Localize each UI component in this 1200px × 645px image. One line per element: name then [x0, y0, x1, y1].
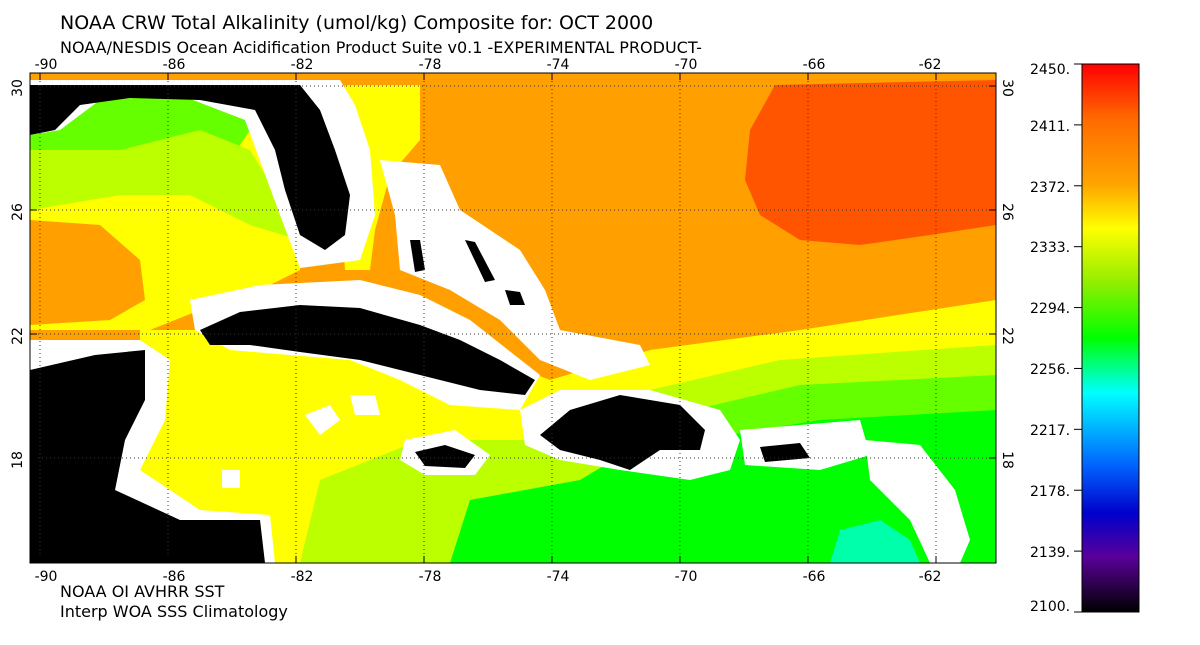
- lon-tick-bottom: -82: [291, 569, 314, 585]
- colorbar-label: 2372.: [1030, 180, 1071, 196]
- colorbar-label: 2139.: [1030, 545, 1071, 561]
- lat-tick-left: 18: [10, 451, 26, 469]
- lat-tick-left: 22: [10, 327, 26, 345]
- lon-tick-bottom: -78: [419, 569, 442, 585]
- lon-tick-bottom: -90: [35, 569, 58, 585]
- colorbar-label: 2450.: [1030, 62, 1071, 78]
- lat-tick-left: 30: [10, 79, 26, 97]
- map-frame: [29, 72, 997, 564]
- colorbar-label: 2178.: [1030, 484, 1071, 500]
- land-bahamas-1: [410, 240, 425, 272]
- map-field: [30, 73, 996, 563]
- land-yucatan: [30, 350, 265, 563]
- graticule: [30, 73, 996, 563]
- land-hispaniola: [540, 395, 705, 470]
- mask-islet-a: [305, 405, 340, 435]
- land-bahamas-2: [465, 240, 495, 282]
- footer-source-sss: Interp WOA SSS Climatology: [60, 602, 288, 621]
- colorbar: [1081, 63, 1140, 613]
- lat-tick-right: 22: [999, 327, 1015, 345]
- colorbar-label: 2333.: [1030, 240, 1071, 256]
- land-bahamas-3: [505, 290, 525, 305]
- lon-tick-top: -90: [35, 57, 58, 73]
- field-orange-gulfwest: [30, 220, 145, 325]
- lon-tick-top: -74: [547, 57, 570, 73]
- lat-tick-right: 26: [999, 203, 1015, 221]
- lon-tick-top: -78: [419, 57, 442, 73]
- colorbar-label: 2294.: [1030, 301, 1071, 317]
- lon-tick-top: -82: [291, 57, 314, 73]
- lon-tick-top: -62: [919, 57, 942, 73]
- lon-tick-bottom: -62: [919, 569, 942, 585]
- colorbar-label: 2100.: [1030, 599, 1071, 615]
- lat-tick-right: 30: [999, 79, 1015, 97]
- field-yellowgreen-nw: [30, 130, 300, 240]
- colorbar-label: 2411.: [1030, 119, 1071, 135]
- axis-ticks: [30, 73, 996, 563]
- mask-lesser-antilles: [865, 440, 970, 563]
- field-high-ne: [745, 80, 996, 245]
- lon-tick-bottom: -66: [803, 569, 826, 585]
- lon-tick-top: -70: [675, 57, 698, 73]
- lon-tick-bottom: -86: [163, 569, 186, 585]
- lon-tick-top: -66: [803, 57, 826, 73]
- lat-tick-left: 26: [10, 203, 26, 221]
- land-jamaica: [415, 445, 475, 468]
- land: [30, 85, 810, 563]
- land-florida: [30, 85, 350, 250]
- lon-tick-bottom: -74: [547, 569, 570, 585]
- land-puertorico: [760, 443, 810, 462]
- colorbar-label: 2217.: [1030, 423, 1071, 439]
- lat-tick-right: 18: [999, 451, 1015, 469]
- tick-labels: -90 -86 -82 -78 -74 -70 -66 -62 -90 -86 …: [10, 57, 1015, 585]
- mask-bahamas: [380, 160, 650, 380]
- land-cuba: [200, 305, 535, 395]
- mask-islet-c: [222, 470, 240, 488]
- mask-islet-b: [350, 395, 380, 415]
- field-teal: [830, 520, 920, 563]
- map-title: NOAA CRW Total Alkalinity (umol/kg) Comp…: [60, 12, 654, 34]
- colorbar-ticks: [1074, 63, 1082, 613]
- map-subtitle: NOAA/NESDIS Ocean Acidification Product …: [60, 38, 702, 57]
- field-lightgreen-mid: [650, 375, 996, 440]
- lon-tick-bottom: -70: [675, 569, 698, 585]
- footer-source-sst: NOAA OI AVHRR SST: [60, 582, 225, 601]
- lon-tick-top: -86: [163, 57, 186, 73]
- colorbar-label: 2256.: [1030, 362, 1071, 378]
